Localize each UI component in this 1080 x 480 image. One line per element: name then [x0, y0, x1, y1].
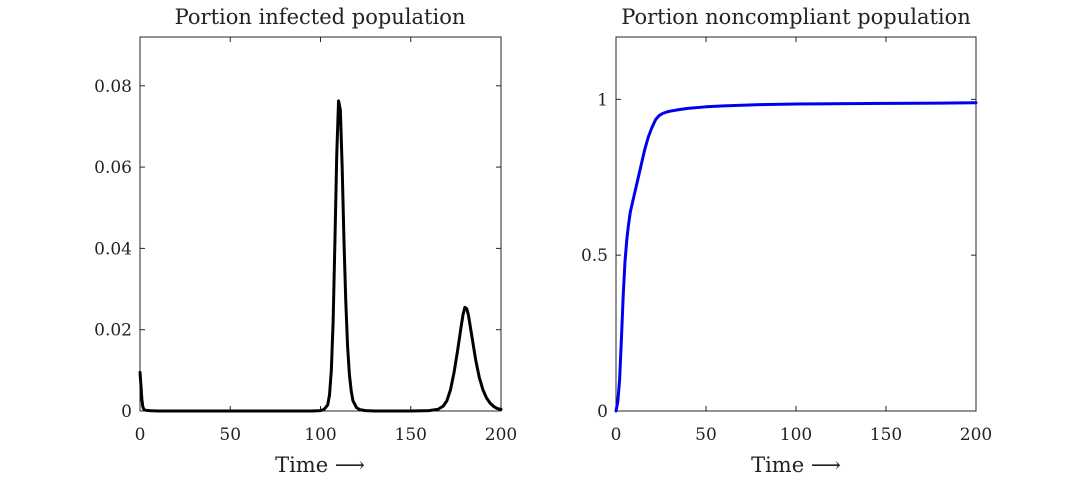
axes-frame: [615, 36, 977, 412]
x-tick-label: 100: [780, 425, 812, 445]
x-tick-group: 0 50 100 150 200: [135, 37, 517, 445]
y-tick-label: 0.08: [94, 77, 132, 97]
x-tick-label: 50: [219, 425, 241, 445]
y-tick-label: 0: [121, 402, 132, 422]
x-tick-label: 150: [395, 425, 427, 445]
y-tick-group: 0 0.02 0.04 0.06 0.08: [94, 77, 501, 422]
x-tick-label: 200: [960, 425, 992, 445]
series-line-noncompliant: [614, 101, 978, 413]
x-tick-label: 0: [611, 425, 622, 445]
panel-infected: Portion infected population 0 0.02 0.04 0.0…: [94, 5, 517, 477]
x-tick-label: 0: [135, 425, 146, 445]
y-tick-label: 1: [597, 90, 608, 110]
chart-title: Portion infected population: [175, 5, 466, 29]
x-axis-label: Time ⟶: [275, 453, 365, 477]
y-tick-label: 0.5: [581, 246, 608, 266]
axes-frame: [139, 36, 502, 412]
y-tick-group: 00.51: [581, 90, 976, 422]
y-tick-label: 0.02: [94, 321, 132, 341]
y-tick-label: 0: [597, 402, 608, 422]
y-tick-label: 0.04: [94, 239, 132, 259]
x-tick-label: 100: [304, 425, 336, 445]
x-tick-label: 50: [695, 425, 717, 445]
x-tick-group: 0 50 100 150 200: [611, 37, 992, 445]
chart-title: Portion noncompliant population: [621, 5, 971, 29]
x-axis-label: Time ⟶: [751, 453, 841, 477]
x-tick-label: 200: [485, 425, 517, 445]
y-tick-label: 0.06: [94, 158, 132, 178]
series-line-infected: [138, 99, 503, 413]
x-tick-label: 150: [870, 425, 902, 445]
